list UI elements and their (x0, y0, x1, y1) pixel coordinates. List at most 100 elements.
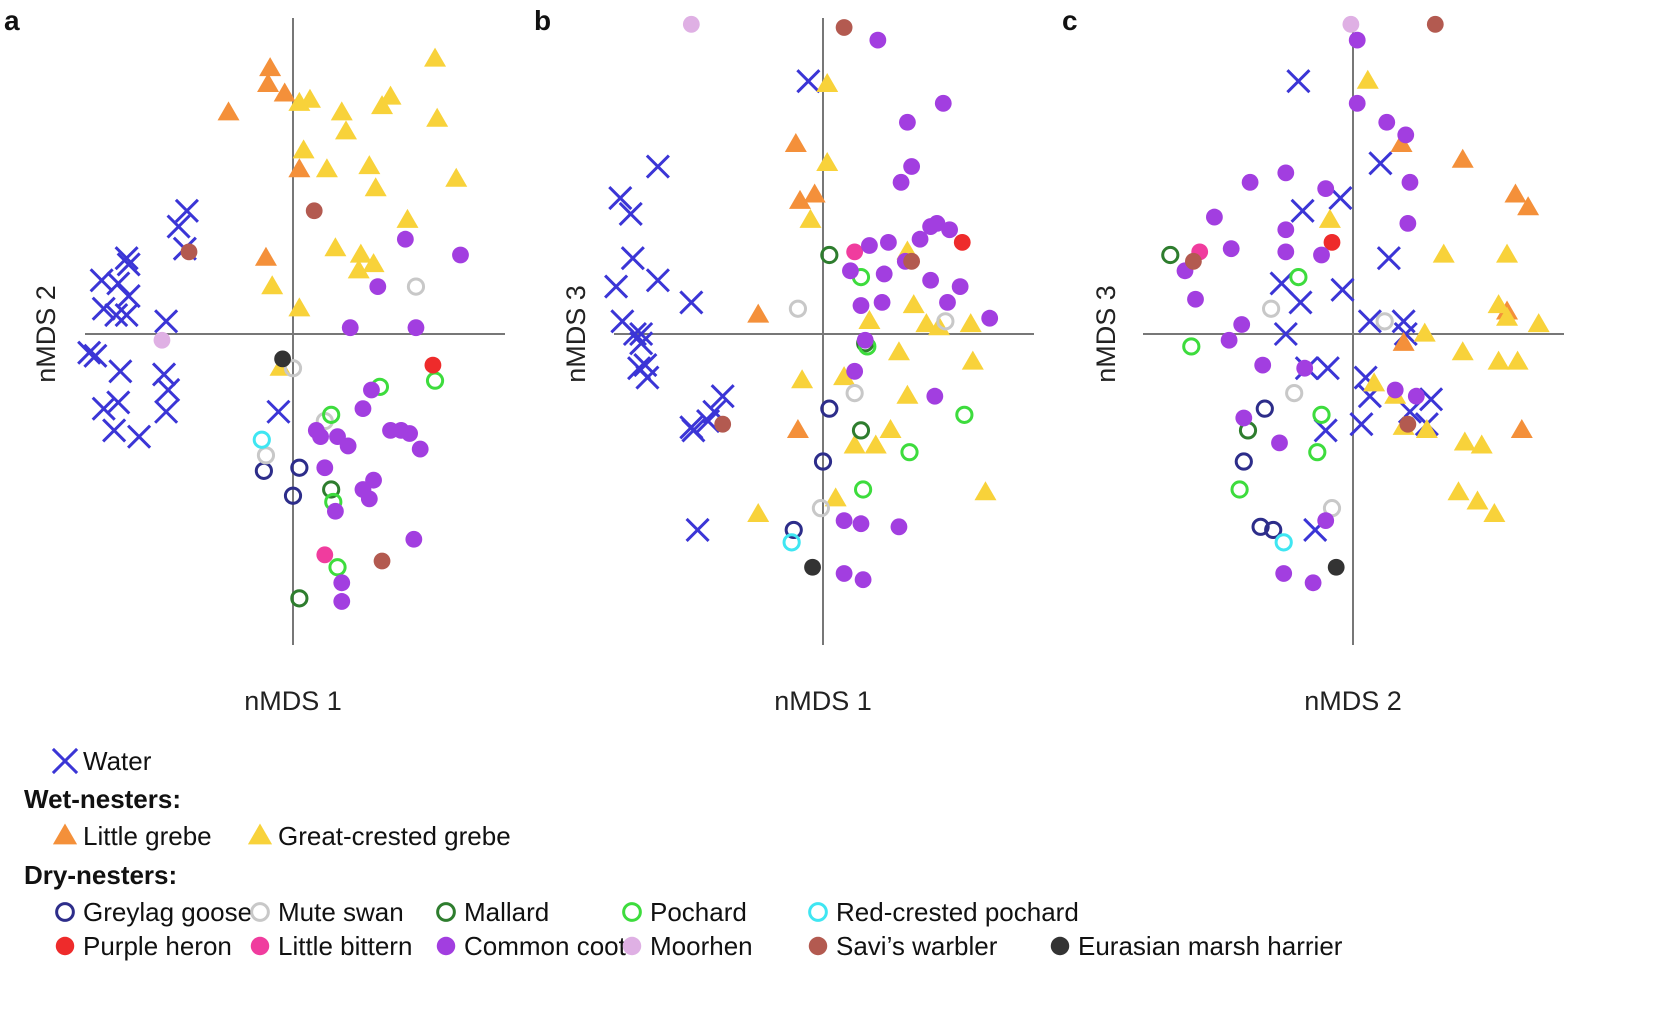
series-moorhen (153, 331, 171, 349)
point-water (102, 418, 127, 443)
point-common-coot (1386, 381, 1404, 399)
point-water (108, 359, 133, 384)
point-little-grebe (1504, 183, 1527, 203)
point-mallard (1161, 245, 1180, 265)
point-great-crested-grebe (791, 369, 814, 389)
point-little-grebe (257, 72, 280, 92)
point-common-coot (1348, 31, 1366, 49)
point-common-coot (327, 502, 344, 520)
panel-c: c nMDS 2 nMDS 3 (1062, 5, 1564, 716)
point-pochard (853, 480, 873, 499)
legend-item-eurasian-marsh-harrier: Eurasian marsh harrier (1050, 931, 1343, 961)
series-little-bittern (846, 243, 864, 261)
point-common-coot (941, 221, 958, 239)
legend-marker-water (51, 747, 79, 775)
point-greylag-goose (813, 452, 833, 471)
point-common-coot (1277, 164, 1295, 182)
point-common-coot (1296, 359, 1314, 377)
legend-label: Eurasian marsh harrier (1078, 931, 1343, 961)
x-axis-title: nMDS 2 (1304, 686, 1402, 716)
point-little-grebe (1517, 196, 1540, 216)
series-eurasian-marsh-harrier (804, 558, 821, 576)
point-common-coot (899, 113, 916, 131)
point-mute-swan (788, 299, 808, 318)
point-great-crested-grebe (347, 259, 370, 279)
legend-label: Mute swan (278, 897, 404, 927)
point-great-crested-grebe (349, 243, 372, 263)
legend-marker-mallard (436, 902, 456, 922)
series-water (77, 198, 291, 449)
legend-item-little-bittern: Little bittern (250, 931, 412, 961)
point-water (116, 284, 141, 309)
series-moorhen (682, 15, 700, 33)
point-common-coot (1187, 290, 1204, 308)
legend-marker-eurasian-marsh-harrier (1050, 936, 1070, 956)
point-savis-warbler (1185, 252, 1202, 270)
point-water (1286, 69, 1311, 94)
point-greylag-goose (254, 461, 273, 480)
data-points (604, 15, 999, 589)
point-eurasian-marsh-harrier (274, 350, 291, 368)
point-great-crested-grebe (1527, 313, 1550, 333)
point-common-coot (411, 440, 429, 458)
legend-label: Savi’s warbler (836, 931, 998, 961)
point-greylag-goose (1234, 452, 1253, 471)
point-water (116, 252, 141, 277)
point-common-coot (1399, 215, 1417, 232)
point-pochard (328, 558, 347, 577)
point-little-grebe (288, 158, 311, 178)
point-great-crested-grebe (1487, 350, 1510, 370)
point-common-coot (856, 331, 874, 349)
legend-marker-greylag-goose (55, 902, 75, 922)
point-water (114, 302, 139, 328)
point-mute-swan (256, 446, 276, 465)
point-great-crested-grebe (816, 72, 839, 92)
point-great-crested-grebe (1483, 502, 1506, 522)
point-moorhen (682, 15, 700, 33)
point-water (91, 396, 116, 421)
legend-label: Purple heron (83, 931, 232, 961)
point-water (127, 424, 152, 449)
point-common-coot (869, 31, 887, 49)
point-great-crested-grebe (961, 350, 984, 370)
legend-item-savis-warbler: Savi’s warbler (808, 931, 998, 961)
point-common-coot (1313, 246, 1330, 264)
legend-item-greylag-goose: Greylag goose (55, 897, 252, 927)
point-great-crested-grebe (335, 120, 357, 140)
series-greylag-goose (1234, 399, 1283, 540)
point-great-crested-grebe (424, 47, 447, 67)
point-great-crested-grebe (902, 294, 925, 314)
point-savis-warbler (373, 552, 391, 570)
point-common-coot (360, 490, 378, 508)
point-little-grebe (747, 303, 770, 323)
point-water (174, 198, 199, 223)
point-common-coot (1271, 434, 1288, 452)
point-little-bittern (316, 546, 334, 564)
point-water (1288, 290, 1313, 315)
data-points (1161, 15, 1550, 592)
point-purple-heron (1323, 233, 1341, 251)
point-great-crested-grebe (1447, 481, 1470, 501)
legend-item-pochard: Pochard (622, 897, 747, 927)
legend-label: Moorhen (650, 931, 753, 961)
series-common-coot (307, 230, 469, 610)
point-common-coot (852, 515, 870, 533)
point-mute-swan (936, 312, 955, 331)
point-water (1273, 321, 1298, 347)
series-savis-warbler (180, 202, 391, 570)
panel-a: a nMDS 1 nMDS 2 (4, 5, 505, 716)
point-water (1376, 246, 1401, 271)
legend-item-purple-heron: Purple heron (55, 931, 232, 961)
point-mute-swan (406, 277, 426, 296)
legend-marker-little-bittern (250, 936, 270, 956)
point-common-coot (922, 271, 940, 289)
series-red-crested-pochard (1274, 533, 1293, 552)
series-purple-heron (424, 356, 442, 374)
point-common-coot (339, 437, 357, 455)
point-common-coot (835, 512, 853, 529)
point-common-coot (1206, 208, 1223, 226)
point-mallard (290, 589, 309, 608)
point-common-coot (911, 230, 929, 248)
point-great-crested-grebe (1451, 341, 1474, 361)
series-red-crested-pochard (252, 430, 271, 449)
